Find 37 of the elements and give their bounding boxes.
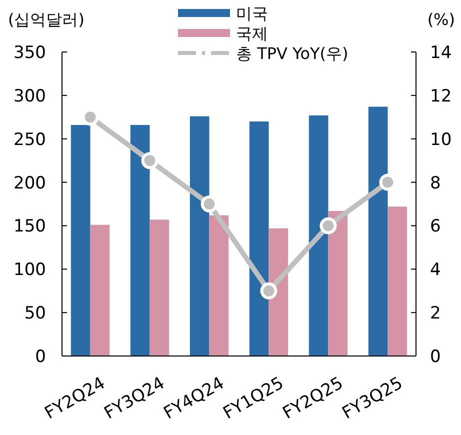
point xyxy=(141,152,158,170)
bar xyxy=(70,124,90,356)
bar xyxy=(190,116,210,356)
legend-label: 국제 xyxy=(236,24,268,43)
legend-label: 미국 xyxy=(236,4,268,23)
point xyxy=(320,217,337,234)
bar xyxy=(209,215,229,356)
bar xyxy=(308,115,328,356)
bar xyxy=(368,106,388,356)
bar xyxy=(150,220,170,356)
y-tick-label: 0 xyxy=(35,347,46,367)
y2-tick-label: 6 xyxy=(430,216,441,237)
y2-tick-label: 4 xyxy=(430,260,441,280)
y2-tick-label: 8 xyxy=(430,173,441,194)
point xyxy=(200,196,218,212)
y2-tick-label: 10 xyxy=(430,130,452,150)
y-tick-label: 50 xyxy=(24,304,46,324)
y2-tick-label: 0 xyxy=(430,347,441,367)
legend-label: 총 TPV YoY(우) xyxy=(236,44,348,63)
y-tick-label: 150 xyxy=(14,216,46,237)
y-tick-label: 300 xyxy=(14,86,46,106)
point xyxy=(260,282,278,300)
y2-tick-label: 14 xyxy=(430,43,452,63)
y2-tick-label: 2 xyxy=(430,304,441,324)
y2-tick-label: 12 xyxy=(430,86,452,106)
bar xyxy=(90,224,110,356)
y-tick-label: 250 xyxy=(14,130,46,150)
y-tick-label: 200 xyxy=(14,173,46,194)
y-tick-label: 350 xyxy=(14,43,46,63)
y-tick-label: 100 xyxy=(14,260,46,280)
bar xyxy=(130,124,150,356)
bar xyxy=(328,210,348,356)
bar xyxy=(268,228,288,356)
y2-axis-title: (%) xyxy=(427,10,455,29)
y-axis-title: (십억달러) xyxy=(8,10,84,29)
bar xyxy=(388,206,408,356)
bar xyxy=(249,121,269,356)
